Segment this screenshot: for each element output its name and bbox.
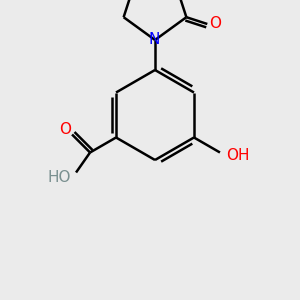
Text: HO: HO <box>47 170 71 185</box>
Text: OH: OH <box>226 148 250 163</box>
Text: O: O <box>59 122 71 137</box>
Text: N: N <box>148 32 160 47</box>
Text: O: O <box>209 16 221 32</box>
